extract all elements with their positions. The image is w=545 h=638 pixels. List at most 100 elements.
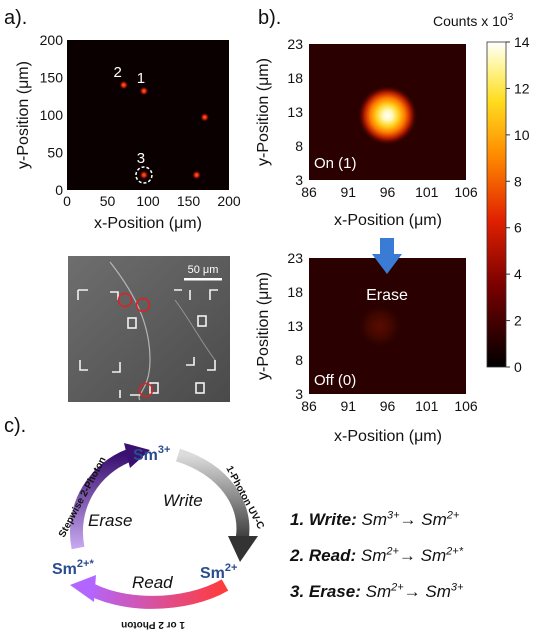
map-point [139,170,149,180]
heatmap-off-annotation: Off (0) [314,372,356,389]
colorbar-tick-label: 8 [514,173,522,189]
step-read-to: Sm [420,546,447,565]
map-point [119,80,129,90]
map-y-tick-label: 150 [40,70,64,86]
step-erase-from-charge: 2+ [391,581,404,594]
sem-dot-circle [138,382,154,398]
colorbar-tick-label: 12 [514,80,530,96]
colorbar-tick-label: 0 [514,359,522,375]
sem-dot-circle [135,297,151,313]
scale-bar [184,278,222,281]
map-x-tick-label: 50 [100,193,116,209]
heatmap-x-tick-label: 86 [301,398,317,414]
scale-bar-label: 50 μm [188,264,219,276]
step-erase-to: Sm [425,582,451,601]
step-read-to-charge: 2+* [446,545,463,558]
heatmap-y-tick-label: 18 [287,284,303,300]
panel-label-b: b). [258,7,281,29]
heatmap-y-tick-label: 23 [287,36,303,52]
step-read-from: Sm [360,546,387,565]
map-point [200,112,210,122]
step-read-from-charge: 2+ [386,545,399,558]
colorbar-ticks: 14 12 10 8 6 4 2 0 [506,34,530,375]
cycle-left-species: Sm2+* [52,558,94,578]
map-point-label: 1 [137,70,145,87]
read-path-label: 1 or 2 Photon [121,619,185,630]
colorbar: Counts x 103 14 12 10 8 6 4 2 0 [433,12,530,375]
step-erase-to-charge: 3+ [450,581,464,594]
map-x-axis-label: x-Position (μm) [94,215,202,232]
cycle-top-species: Sm3+ [133,444,170,464]
erase-arrow: Erase [366,238,408,304]
step-read: 2. Read: Sm2+→ Sm2+* [290,545,463,565]
colorbar-tick-label: 4 [514,266,522,282]
heatmap-y-tick-label: 13 [287,104,303,120]
sem-dot-circle [117,292,133,308]
colorbar-tick-label: 14 [514,34,530,50]
erase-arrow-label: Erase [366,287,408,304]
panel-label-a: a). [4,7,27,29]
heatmap-x-tick-label: 91 [340,184,356,200]
heatmap-x-tick-label: 106 [454,398,478,414]
heatmap-on: 86 91 96 101 106 23 18 13 8 3 On (1) x-Position (… [255,36,478,229]
map-x-tick-label: 0 [63,193,71,209]
step-write-to: Sm [421,510,447,529]
step-write-to-charge: 2+ [446,509,460,522]
heatmap-on-y-axis-label: y-Position (μm) [255,58,272,166]
sem-markers [77,289,218,398]
heatmap-x-tick-label: 101 [415,398,439,414]
read-arrow [81,579,229,609]
heatmap-off-y-axis-label: y-Position (μm) [255,272,272,380]
map-y-tick-label: 0 [55,182,63,198]
write-arrow [175,448,250,542]
heatmap-off: 86 91 96 101 106 23 18 13 8 3 Off (0) x-Position … [255,250,478,445]
step-write-from: Sm [361,510,388,529]
map-point-label: 3 [137,150,145,167]
heatmap-y-tick-label: 3 [295,172,303,188]
heatmap-x-tick-label: 101 [415,184,439,200]
map-y-axis-label: y-Position (μm) [15,61,32,169]
map-y-tick-label: 100 [40,107,64,123]
map-x-tick-label: 200 [217,193,241,209]
cycle-write-label: Write [163,491,203,510]
cycle-right-species: Sm2+ [200,562,237,582]
step-erase-head: 3. Erase: [290,582,361,601]
erase-cycle-arrowhead [124,443,150,468]
heatmap-off-ticks: 86 91 96 101 106 23 18 13 8 3 [287,250,477,414]
map-y-tick-label: 50 [47,145,63,161]
heatmap-y-tick-label: 8 [295,352,303,368]
sem-image: 50 μm [68,256,230,402]
heatmap-on-ticks: 86 91 96 101 106 23 18 13 8 3 [287,36,477,200]
colorbar-tick-label: 10 [514,127,530,143]
heatmap-y-tick-label: 18 [287,70,303,86]
heatmap-x-tick-label: 96 [380,398,396,414]
heatmap-x-tick-label: 86 [301,184,317,200]
read-arrowhead [70,575,96,602]
write-arrowhead [228,536,258,562]
colorbar-tick-label: 6 [514,220,522,236]
map-points: 12 3 [114,64,210,180]
erase-cycle-arrow [70,448,133,550]
heatmap-on-x-axis-label: x-Position (μm) [334,212,442,229]
step-write-head: 1. Write: [290,510,357,529]
colorbar-title: Counts x 103 [433,12,514,29]
panel-label-c: c). [4,415,26,437]
map-x-tick-label: 150 [177,193,201,209]
step-erase: 3. Erase: Sm2+→ Sm3+ [290,581,464,601]
map-point [192,170,202,180]
cycle-diagram: Sm3+ Sm2+ Sm2+* Write Erase Read 1-Photo… [52,443,266,630]
colorbar-bar [486,41,507,368]
heatmap-y-tick-label: 3 [295,386,303,402]
map-y-tick-label: 200 [40,32,64,48]
heatmap-x-tick-label: 106 [454,184,478,200]
step-erase-from: Sm [365,582,392,601]
selected-dot-circle [135,166,153,184]
heatmap-on-annotation: On (1) [314,155,357,172]
cycle-read-label: Read [132,573,173,592]
heatmap-x-tick-label: 96 [380,184,396,200]
heatmap-y-tick-label: 23 [287,250,303,266]
map-point [139,86,149,96]
cycle-erase-label: Erase [88,511,132,530]
map-point-label: 2 [114,64,122,81]
